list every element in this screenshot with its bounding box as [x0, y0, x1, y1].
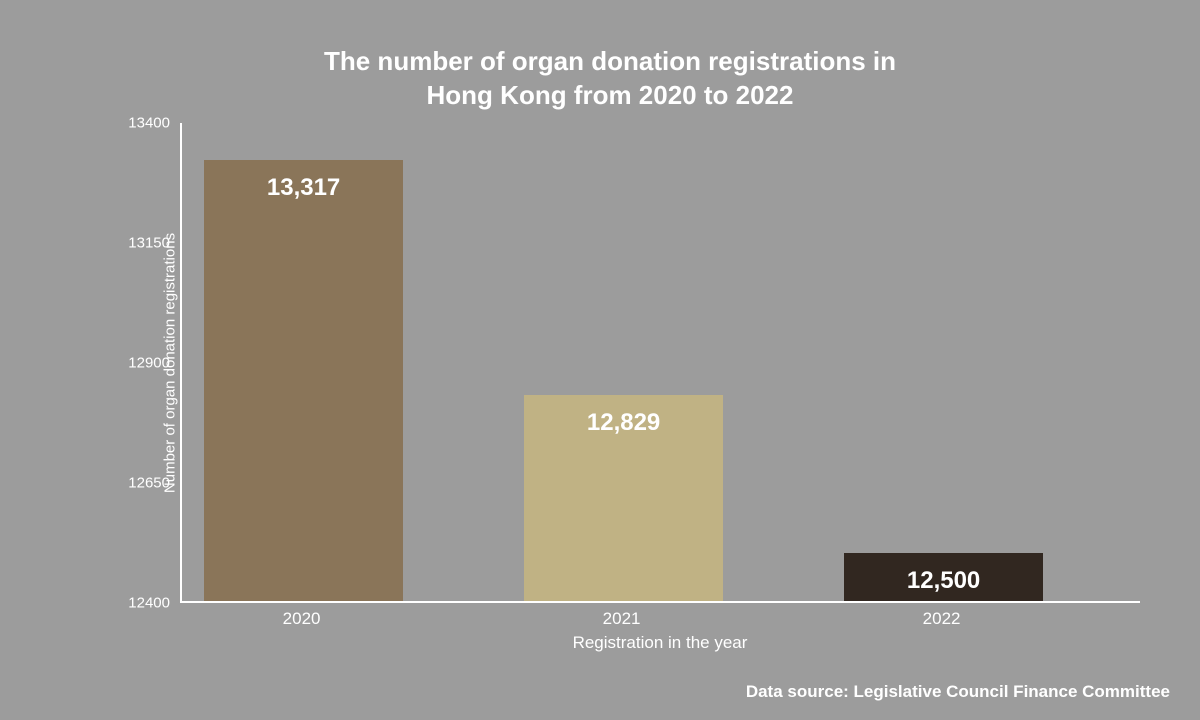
bar-2021: 12,829	[524, 395, 722, 601]
y-tick: 13150	[110, 234, 170, 251]
y-tick: 12650	[110, 474, 170, 491]
x-axis-label: Registration in the year	[180, 633, 1140, 653]
title-line-1: The number of organ donation registratio…	[324, 46, 896, 76]
bar-value-label: 12,829	[524, 409, 722, 437]
chart-container: The number of organ donation registratio…	[80, 45, 1140, 670]
plot-area: 13,317 12,829 12,500	[180, 123, 1140, 603]
x-tick: 2021	[603, 609, 641, 629]
bar-value-label: 12,500	[844, 567, 1042, 595]
bar-2020: 13,317	[204, 160, 402, 600]
bar-value-label: 13,317	[204, 174, 402, 202]
x-tick: 2020	[283, 609, 321, 629]
data-source: Data source: Legislative Council Finance…	[746, 682, 1170, 702]
x-tick: 2022	[923, 609, 961, 629]
chart-title: The number of organ donation registratio…	[80, 45, 1140, 113]
plot-wrap: Number of organ donation registrations 1…	[80, 123, 1140, 603]
y-axis: 1240012650129001315013400	[110, 123, 170, 603]
title-line-2: Hong Kong from 2020 to 2022	[427, 80, 794, 110]
y-tick: 12400	[110, 594, 170, 611]
y-tick: 12900	[110, 354, 170, 371]
bar-2022: 12,500	[844, 553, 1042, 601]
x-ticks: 2020 2021 2022	[180, 603, 1200, 631]
y-tick: 13400	[110, 114, 170, 131]
